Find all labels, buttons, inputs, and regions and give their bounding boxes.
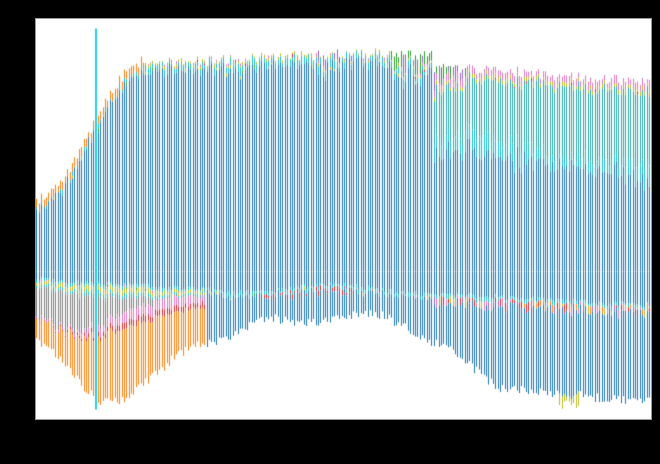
chart-plot-area[interactable] — [35, 18, 652, 420]
stacked-bar-chart — [36, 19, 651, 419]
